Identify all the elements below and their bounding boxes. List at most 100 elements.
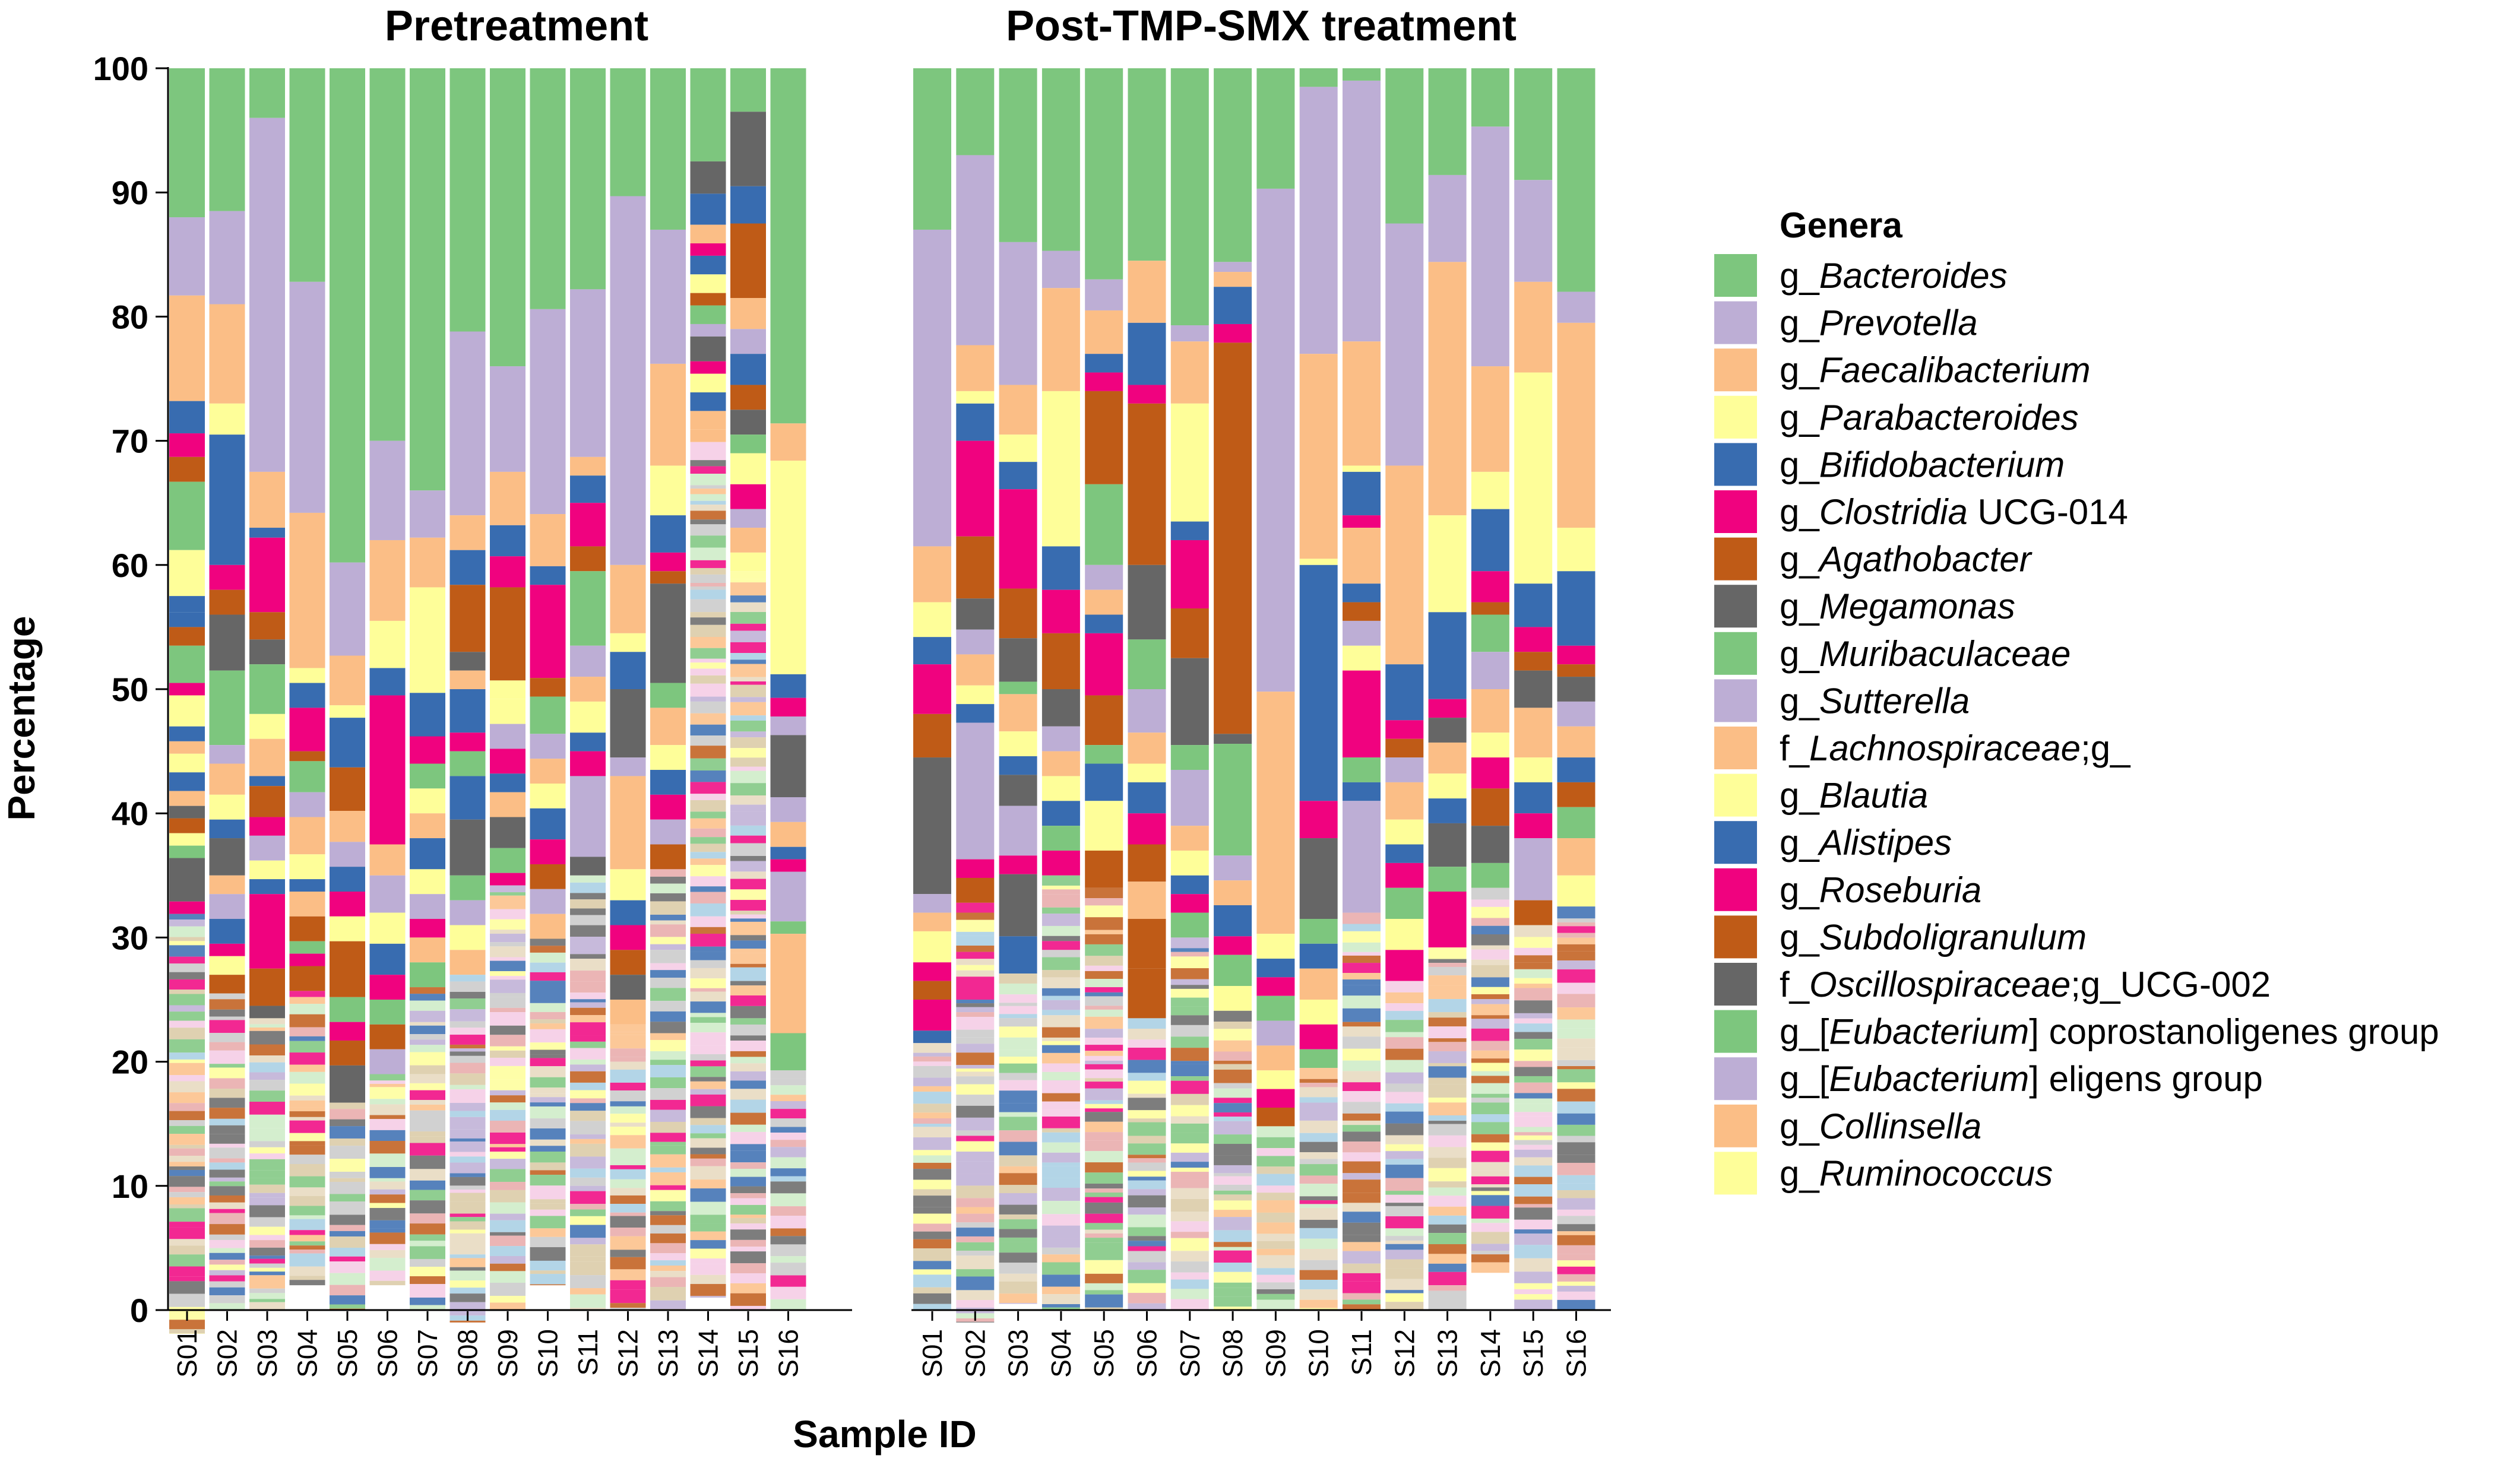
bar-segment-other — [770, 1132, 806, 1140]
bar-segment-other — [1385, 1194, 1424, 1203]
bar-segment-other — [1428, 1038, 1467, 1042]
bar-segment-other — [690, 1138, 726, 1148]
bar-segment — [1428, 68, 1467, 175]
bar-segment-other — [1514, 955, 1553, 963]
bar-segment-other — [169, 941, 205, 946]
legend-label: g_[Eubacterium] coprostanoligenes group — [1780, 1012, 2439, 1052]
bar-segment-other — [570, 999, 606, 1003]
bar-segment-other — [690, 658, 726, 663]
bar-segment-other — [690, 675, 726, 684]
bar-segment — [690, 305, 726, 324]
bar-segment-other — [1256, 1166, 1295, 1174]
bar-segment-other — [770, 1147, 806, 1158]
bar-S04 — [1041, 68, 1080, 1310]
bar-segment-other — [169, 1144, 205, 1149]
bar-segment-other — [913, 1269, 951, 1275]
bar-segment-other — [530, 1185, 566, 1200]
bar-segment-other — [530, 972, 566, 981]
bar-segment-other — [1128, 1029, 1166, 1040]
axes-layer: S01 S02 S03 S04 S05 S06 S07 S08 S09 S10 S11 S12 S13 S… — [93, 50, 1611, 1378]
bar-segment-other — [1471, 1093, 1509, 1098]
bar-segment-other — [730, 879, 766, 890]
bar-segment — [369, 440, 406, 540]
bar-segment-other — [956, 1084, 995, 1095]
bar-segment-other — [730, 935, 766, 941]
bar-segment — [956, 722, 995, 860]
bar-segment — [1514, 670, 1553, 708]
bar-segment — [249, 537, 285, 613]
bar-segment — [209, 919, 245, 944]
bar-segment — [570, 571, 606, 646]
bar-segment — [1170, 658, 1209, 746]
bar-segment — [449, 900, 486, 925]
bar-segment-other — [730, 595, 766, 603]
bar-segment — [330, 655, 365, 706]
bar-segment-other — [1428, 1124, 1467, 1136]
bar-segment-other — [209, 1239, 245, 1245]
bar-segment-other — [1041, 1000, 1080, 1010]
bar-segment-other — [913, 1150, 951, 1156]
bar-segment-other — [1085, 965, 1123, 971]
bar-segment — [369, 1000, 406, 1025]
bar-segment-other — [690, 865, 726, 877]
bar-segment-other — [1041, 1152, 1080, 1163]
bar-segment-other — [369, 1258, 406, 1271]
bar-segment-other — [209, 1270, 245, 1276]
bar-segment-other — [1170, 1093, 1209, 1105]
bar-segment — [956, 859, 995, 878]
bar-S14 — [1471, 68, 1509, 1273]
bar-segment — [1557, 322, 1595, 528]
bar-segment-other — [690, 991, 726, 1002]
bar-segment-other — [913, 1137, 951, 1150]
legend-swatch — [1714, 585, 1757, 628]
bar-segment-other — [730, 715, 766, 721]
bar-segment — [1299, 1000, 1338, 1025]
bar-segment-other — [1041, 1041, 1080, 1045]
x-tick-label: S16 — [773, 1329, 804, 1378]
bar-segment-other — [1256, 1212, 1295, 1223]
bar-segment-other — [1041, 1116, 1080, 1128]
x-tick-label: S13 — [653, 1329, 683, 1378]
bar-segment-other — [1170, 1179, 1209, 1188]
bar-segment-other — [650, 1022, 686, 1033]
bar-segment-other — [690, 1013, 726, 1017]
bar-segment-other — [1256, 1174, 1295, 1186]
bar-segment-other — [530, 1106, 566, 1119]
bar-segment — [169, 612, 205, 627]
bar-segment-other — [1428, 947, 1467, 959]
bar-segment-other — [249, 1240, 285, 1248]
bar-segment-other — [1085, 930, 1123, 934]
bar-segment-other — [449, 1217, 486, 1222]
bar-segment — [913, 912, 951, 931]
bar-segment — [1041, 391, 1080, 547]
bar-segment-other — [1385, 1011, 1424, 1020]
bar-segment — [1041, 689, 1080, 727]
bar-segment-other — [690, 1223, 726, 1232]
bar-segment-other — [530, 1118, 566, 1129]
bar-segment — [449, 515, 486, 550]
legend-label: g_Subdoligranulum — [1780, 917, 2087, 957]
bar-S11 — [1343, 68, 1381, 1310]
bar-segment — [209, 894, 245, 919]
bar-segment — [913, 931, 951, 963]
bar-segment — [490, 471, 525, 525]
bar-segment — [570, 732, 606, 751]
bar-segment-other — [1170, 1279, 1209, 1289]
bar-segment-other — [1085, 1121, 1123, 1133]
bar-segment-other — [1343, 1060, 1381, 1071]
bar-segment-other — [1214, 1271, 1252, 1283]
bar-segment-other — [1170, 988, 1209, 998]
bar-segment — [530, 783, 566, 808]
bar-segment — [249, 786, 285, 817]
bar-segment-other — [1385, 1293, 1424, 1302]
bar-segment-other — [330, 1261, 365, 1273]
bar-segment-other — [690, 946, 726, 952]
bar-segment-other — [369, 1119, 406, 1130]
bar-segment-other — [1128, 1047, 1166, 1060]
bar-segment-other — [770, 1256, 806, 1263]
bar-segment-other — [956, 1076, 995, 1085]
bar-segment-other — [956, 976, 995, 988]
bar-segment-other — [1385, 1111, 1424, 1124]
bar-segment-other — [650, 1141, 686, 1146]
bar-segment — [650, 363, 686, 466]
